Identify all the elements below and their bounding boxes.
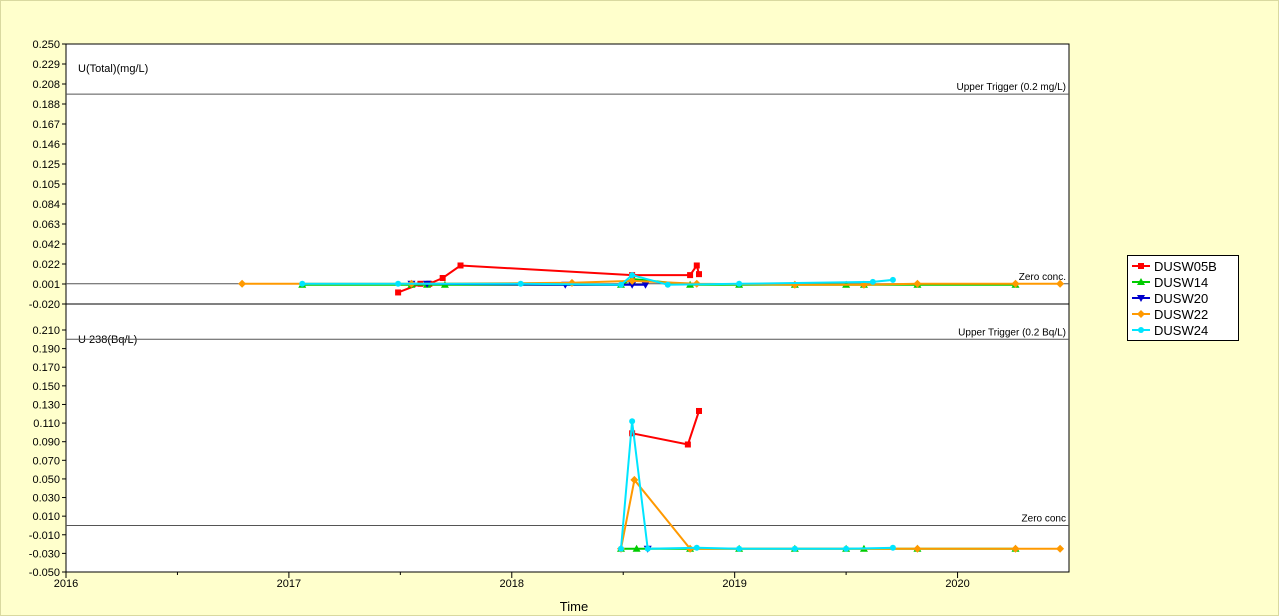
y-tick-label: -0.050	[29, 567, 60, 579]
reference-line-label: Zero conc.	[1019, 272, 1066, 283]
y-tick-label: 0.084	[32, 199, 60, 211]
data-point	[889, 276, 896, 283]
y-tick-label: 0.188	[32, 99, 60, 111]
x-tick-label: 2019	[722, 578, 746, 590]
y-tick-label: 0.250	[32, 39, 60, 51]
y-tick-label: 0.170	[32, 362, 60, 374]
data-point	[791, 545, 798, 552]
legend-item: DUSW22	[1128, 306, 1238, 322]
y-tick-label: -0.030	[29, 548, 60, 560]
data-point	[1056, 279, 1065, 288]
data-point	[1011, 544, 1020, 553]
data-point	[693, 262, 700, 269]
y-tick-label: 0.063	[32, 219, 60, 231]
data-point	[632, 544, 641, 552]
data-point	[1011, 279, 1020, 288]
data-point	[664, 281, 671, 288]
x-tick-label: 2018	[500, 578, 524, 590]
data-point	[395, 280, 402, 287]
legend-swatch-icon	[1132, 263, 1150, 269]
data-point	[457, 262, 464, 269]
legend-item: DUSW20	[1128, 290, 1238, 306]
data-point	[869, 278, 876, 285]
data-point	[696, 407, 703, 414]
x-axis-label: Time	[560, 599, 588, 614]
legend: DUSW05B DUSW14 DUSW20 DUSW22 DUSW24	[1127, 255, 1239, 341]
legend-label: DUSW24	[1154, 322, 1209, 338]
data-point	[843, 545, 850, 552]
legend-swatch-icon	[1132, 327, 1150, 333]
legend-label: DUSW20	[1154, 290, 1209, 306]
y-tick-label: 0.042	[32, 239, 60, 251]
data-point	[629, 418, 636, 425]
data-point	[693, 544, 700, 551]
data-point	[644, 545, 651, 552]
legend-item: DUSW14	[1128, 274, 1238, 290]
legend-label: DUSW22	[1154, 306, 1209, 322]
data-point	[617, 281, 624, 288]
y-tick-label: 0.090	[32, 437, 60, 449]
y-tick-label: 0.001	[32, 279, 60, 291]
reference-line-label: Zero conc	[1022, 513, 1066, 524]
data-point	[913, 544, 922, 553]
data-point	[629, 430, 636, 437]
y-tick-label: 0.125	[32, 159, 60, 171]
y-tick-label: 0.150	[32, 381, 60, 393]
legend-swatch-icon	[1132, 295, 1150, 302]
data-point	[889, 544, 896, 551]
data-point	[696, 271, 703, 278]
x-tick-label: 2017	[277, 578, 301, 590]
data-point	[238, 279, 247, 288]
plot-area	[65, 303, 1070, 573]
reference-line-label: Upper Trigger (0.2 Bq/L)	[958, 327, 1066, 338]
data-point	[1056, 544, 1065, 553]
data-point	[736, 280, 743, 287]
y-tick-label: 0.167	[32, 119, 60, 131]
legend-swatch-icon	[1132, 278, 1150, 285]
data-point	[687, 272, 694, 279]
y-tick-label: -0.010	[29, 530, 60, 542]
data-point	[439, 275, 446, 281]
panel-title: U 238(Bq/L)	[78, 334, 137, 346]
y-tick-label: -0.020	[29, 299, 60, 311]
y-tick-label: 0.050	[32, 474, 60, 486]
y-tick-label: 0.229	[32, 59, 60, 71]
legend-label: DUSW05B	[1154, 258, 1217, 274]
data-point	[684, 441, 691, 448]
data-point	[630, 475, 639, 484]
y-tick-label: 0.022	[32, 259, 60, 271]
data-point	[395, 289, 402, 296]
series-line	[620, 421, 893, 550]
data-point	[913, 279, 922, 288]
data-point	[641, 281, 650, 289]
y-tick-label: 0.110	[33, 418, 60, 430]
y-tick-label: 0.030	[32, 493, 60, 505]
legend-swatch-icon	[1132, 310, 1150, 318]
data-point	[299, 280, 306, 287]
legend-item: DUSW24	[1128, 322, 1238, 338]
legend-item: DUSW05B	[1128, 258, 1238, 274]
y-tick-label: 0.070	[32, 455, 60, 467]
y-tick-label: 0.146	[32, 139, 60, 151]
data-point	[628, 276, 637, 285]
data-point	[617, 545, 624, 552]
y-tick-label: 0.010	[32, 511, 60, 523]
reference-line-label: Upper Trigger (0.2 mg/L)	[957, 82, 1067, 93]
x-tick-label: 2016	[54, 578, 78, 590]
data-point	[517, 280, 524, 287]
legend-label: DUSW14	[1154, 274, 1209, 290]
y-tick-label: 0.190	[32, 344, 60, 356]
plot-area	[65, 43, 1070, 305]
panel-title: U(Total)(mg/L)	[78, 63, 148, 75]
data-point	[628, 281, 637, 289]
y-tick-label: 0.105	[32, 179, 60, 191]
y-tick-label: 0.210	[32, 325, 60, 337]
y-tick-label: 0.130	[32, 399, 60, 411]
data-point	[629, 272, 636, 279]
y-tick-label: 0.208	[32, 79, 60, 91]
data-point	[736, 545, 743, 552]
x-tick-label: 2020	[945, 578, 969, 590]
